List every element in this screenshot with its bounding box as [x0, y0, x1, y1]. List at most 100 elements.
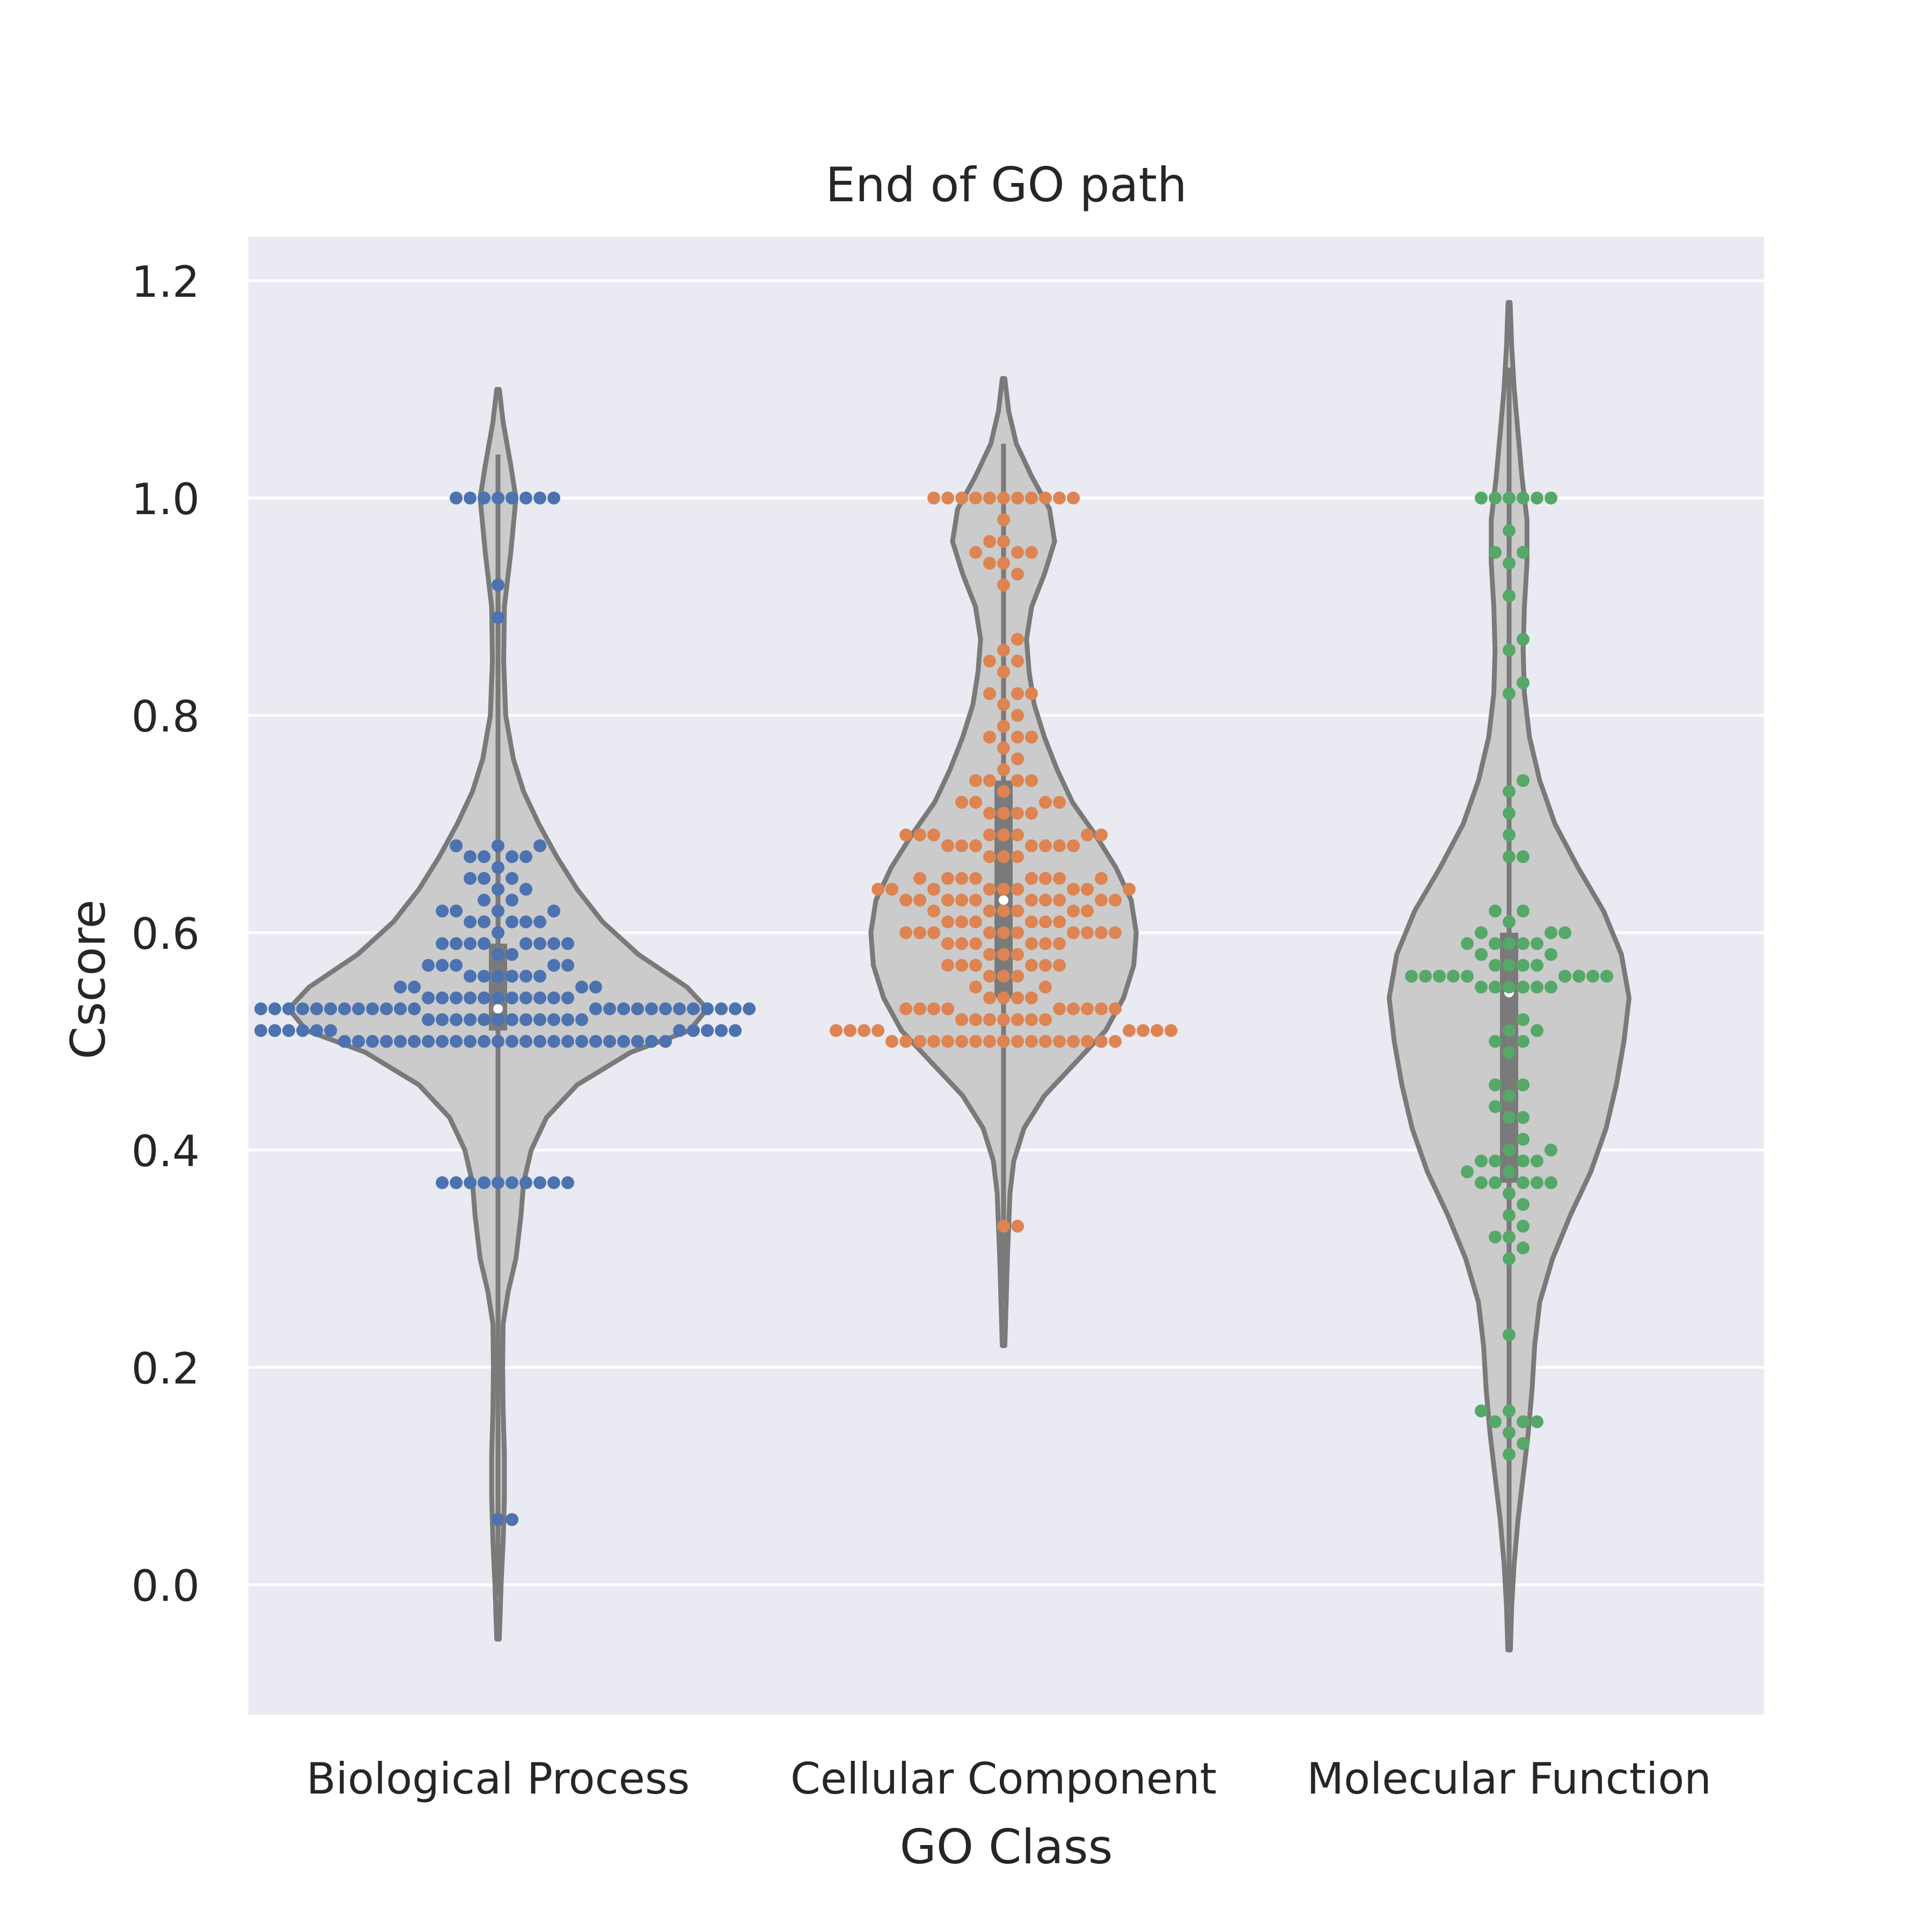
swarm-point — [1053, 894, 1066, 907]
swarm-point — [464, 915, 477, 928]
swarm-point — [1025, 991, 1038, 1005]
swarm-point — [1011, 492, 1024, 504]
swarm-point — [547, 1035, 560, 1048]
swarm-point — [715, 1024, 728, 1037]
swarm-point — [282, 1002, 295, 1015]
swarm-point — [1586, 970, 1599, 983]
swarm-point — [983, 535, 996, 548]
swarm-point — [519, 1013, 532, 1026]
swarm-point — [1081, 883, 1094, 896]
swarm-point — [324, 1002, 337, 1015]
swarm-point — [899, 1035, 912, 1048]
swarm-point — [983, 1035, 996, 1048]
swarm-point — [450, 492, 463, 504]
swarm-point — [1517, 546, 1529, 559]
swarm-point — [969, 492, 982, 504]
swarm-point — [1489, 937, 1502, 950]
swarm-point — [715, 1002, 728, 1015]
swarm-point — [282, 1024, 295, 1037]
swarm-point — [1039, 894, 1052, 907]
swarm-point — [575, 1035, 588, 1048]
swarm-point — [1545, 492, 1557, 504]
swarm-point — [464, 1035, 477, 1048]
y-tick-label: 1.0 — [131, 474, 200, 524]
swarm-point — [941, 958, 954, 972]
swarm-point — [1025, 730, 1038, 744]
swarm-point — [1558, 926, 1571, 939]
swarm-point — [1067, 904, 1080, 918]
swarm-point — [941, 1002, 954, 1015]
swarm-point — [1558, 970, 1571, 983]
swarm-point — [941, 1035, 954, 1048]
swarm-point — [1011, 926, 1024, 939]
swarm-point — [1531, 937, 1543, 950]
swarm-point — [1067, 492, 1080, 504]
swarm-point — [533, 1035, 546, 1048]
swarm-point — [1517, 492, 1529, 504]
swarm-point — [1109, 894, 1122, 907]
swarm-point — [575, 1013, 588, 1026]
swarm-point — [1419, 970, 1432, 983]
swarm-point — [366, 1002, 379, 1015]
swarm-point — [450, 937, 463, 950]
swarm-point — [1489, 1035, 1502, 1048]
swarm-point — [1489, 1078, 1502, 1092]
swarm-point — [492, 1513, 504, 1526]
swarm-point — [310, 1024, 323, 1037]
swarm-point — [492, 1035, 504, 1048]
swarm-point — [1081, 926, 1094, 939]
swarm-point — [422, 991, 435, 1005]
x-tick-label: Biological Process — [306, 1754, 690, 1804]
swarm-point — [1109, 1002, 1122, 1015]
swarm-point — [478, 915, 491, 928]
swarm-point — [913, 828, 926, 841]
swarm-point — [955, 872, 968, 885]
swarm-point — [1517, 1013, 1529, 1026]
swarm-point — [506, 915, 518, 928]
swarm-point — [1489, 1100, 1502, 1113]
swarm-point — [1517, 1415, 1529, 1429]
swarm-point — [1011, 752, 1024, 765]
swarm-point — [729, 1024, 742, 1037]
swarm-point — [1503, 524, 1516, 537]
swarm-point — [1025, 1013, 1038, 1026]
swarm-point — [1123, 883, 1136, 896]
swarm-point — [519, 492, 532, 504]
swarm-point — [1053, 1002, 1066, 1015]
swarm-point — [478, 492, 491, 504]
swarm-point — [1053, 839, 1066, 852]
swarm-point — [830, 1024, 843, 1037]
swarm-point — [1165, 1024, 1177, 1037]
swarm-points — [254, 492, 1613, 1526]
swarm-point — [955, 492, 968, 504]
swarm-point — [1067, 839, 1080, 852]
swarm-point — [1025, 807, 1038, 820]
swarm-point — [352, 1002, 365, 1015]
swarm-point — [492, 611, 504, 624]
swarm-point — [1011, 991, 1024, 1005]
swarm-point — [913, 872, 926, 885]
swarm-point — [645, 1035, 658, 1048]
swarm-point — [1503, 557, 1516, 570]
swarm-point — [1503, 937, 1516, 950]
swarm-point — [506, 492, 518, 504]
swarm-point — [547, 904, 560, 918]
swarm-point — [492, 883, 504, 896]
swarm-point — [1503, 1252, 1516, 1265]
swarm-point — [1517, 1132, 1529, 1146]
swarm-point — [464, 492, 477, 504]
swarm-point — [1025, 839, 1038, 852]
swarm-point — [519, 1176, 532, 1189]
swarm-point — [899, 1002, 912, 1015]
swarm-point — [1011, 1219, 1024, 1233]
swarm-point — [885, 883, 898, 896]
swarm-point — [1081, 1035, 1094, 1048]
swarm-point — [1475, 926, 1488, 939]
swarm-point — [436, 958, 449, 972]
swarm-point — [1503, 1089, 1516, 1102]
swarm-point — [464, 1176, 477, 1189]
swarm-point — [1081, 1002, 1094, 1015]
swarm-point — [1053, 872, 1066, 885]
swarm-point — [997, 970, 1010, 983]
swarm-point — [927, 828, 940, 841]
